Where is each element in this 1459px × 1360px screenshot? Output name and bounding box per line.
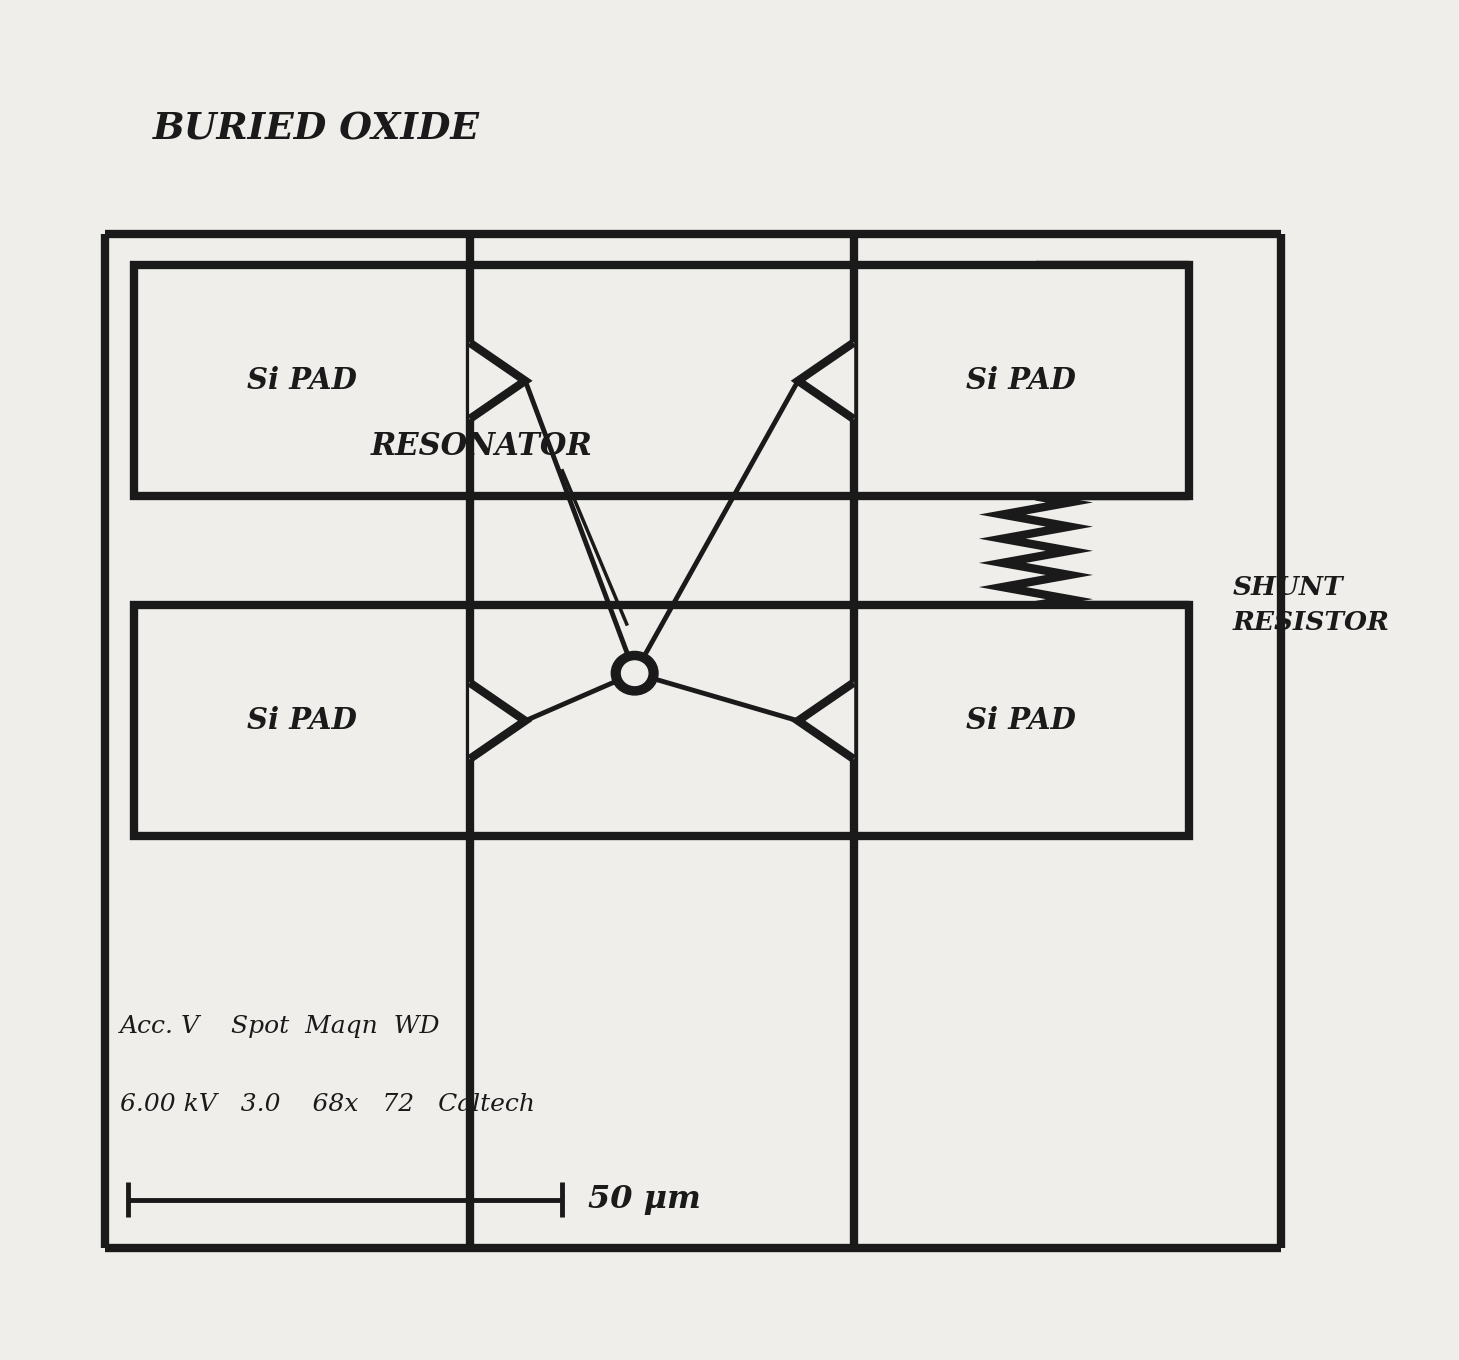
FancyBboxPatch shape	[134, 605, 470, 836]
FancyBboxPatch shape	[854, 605, 1189, 836]
Text: SHUNT
RESISTOR: SHUNT RESISTOR	[1233, 575, 1390, 635]
Text: Si PAD: Si PAD	[247, 366, 357, 396]
Text: Acc. V    Spot  Maqn  WD: Acc. V Spot Maqn WD	[120, 1016, 441, 1038]
Text: Si PAD: Si PAD	[247, 706, 357, 736]
Polygon shape	[470, 683, 525, 759]
Polygon shape	[470, 343, 525, 419]
Polygon shape	[798, 343, 854, 419]
Text: 50 μm: 50 μm	[588, 1185, 700, 1214]
Text: RESONATOR: RESONATOR	[371, 431, 592, 461]
Circle shape	[611, 651, 658, 695]
FancyBboxPatch shape	[134, 265, 470, 496]
Circle shape	[622, 661, 648, 685]
Polygon shape	[798, 683, 854, 759]
Text: BURIED OXIDE: BURIED OXIDE	[153, 110, 480, 148]
Text: 6.00 kV   3.0    68x   72   Caltech: 6.00 kV 3.0 68x 72 Caltech	[120, 1093, 534, 1115]
Text: Si PAD: Si PAD	[966, 366, 1077, 396]
FancyBboxPatch shape	[854, 265, 1189, 496]
Text: Si PAD: Si PAD	[966, 706, 1077, 736]
